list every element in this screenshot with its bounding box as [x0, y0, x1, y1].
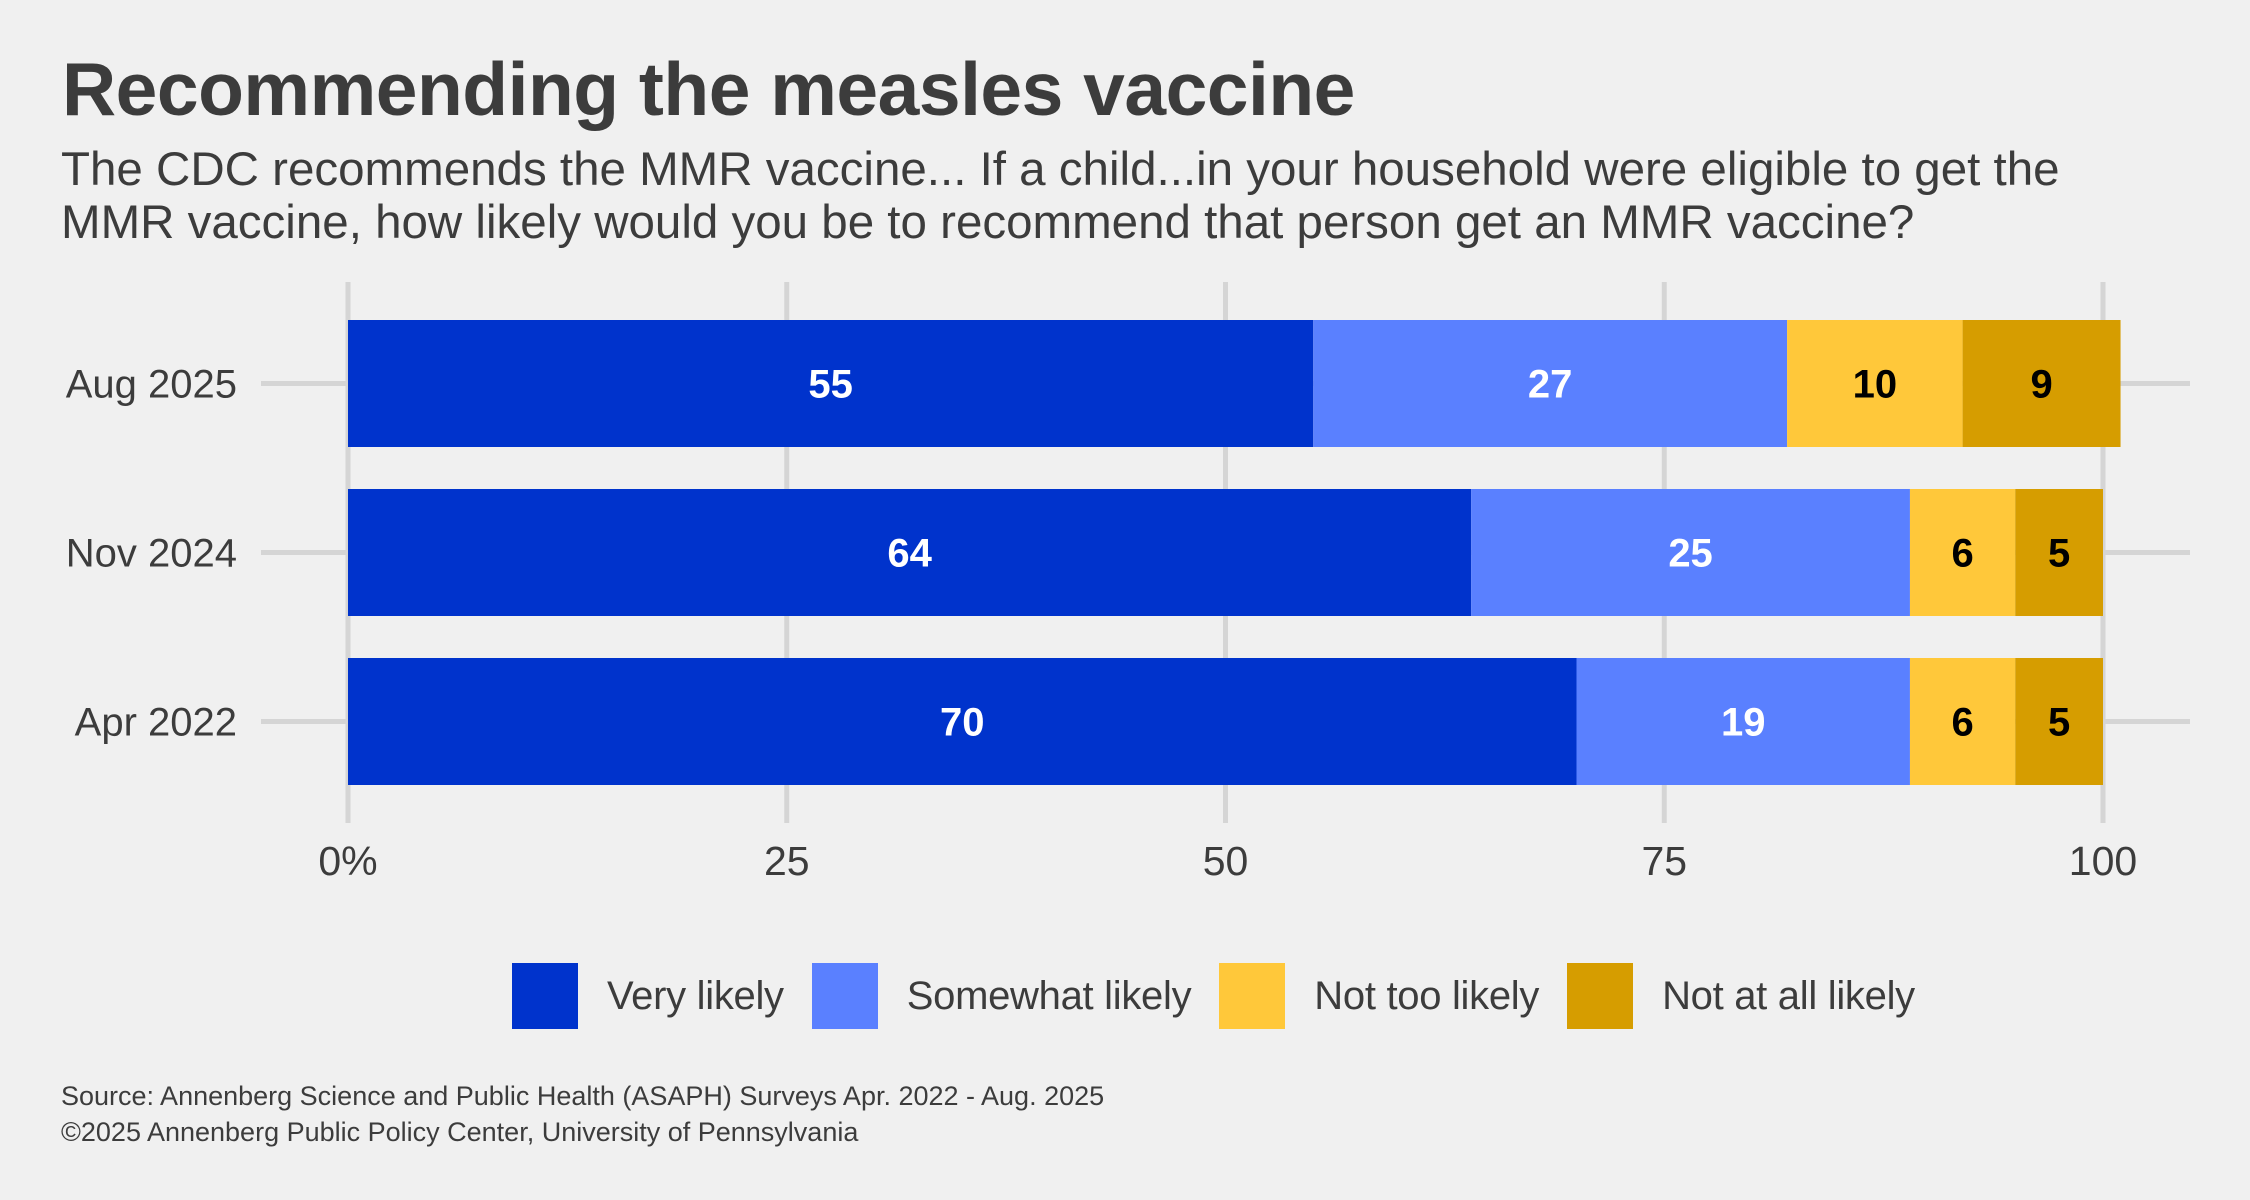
bar-nov-2024-somewhat-likely: [1471, 489, 1910, 616]
bar-apr-2022-not-too-likely: [1909, 658, 2016, 785]
legend-swatch-somewhat-likely: [811, 963, 878, 1029]
bar-label-apr-2022-not-at-all-likely: 5: [2048, 701, 2070, 745]
legend-swatch-not-at-all-likely: [1567, 963, 1634, 1029]
bar-aug-2025-not-at-all-likely: [1962, 320, 2121, 447]
legend-item-very-likely[interactable]: Very likely: [512, 963, 784, 1029]
bar-label-apr-2022-very-likely: 70: [940, 701, 985, 745]
bar-label-apr-2022-not-too-likely: 6: [1951, 701, 1973, 745]
bar-nov-2024-not-at-all-likely: [2015, 489, 2103, 616]
stacked-bar-chart: 55 27 10 9 64 25 6 5 70 19 6 5 Aug 2025 Nov 2024 Apr …: [66, 282, 2190, 884]
legend-label: Not too likely: [1314, 973, 1540, 1018]
bar-label-nov-2024-not-at-all-likely: 5: [2048, 532, 2070, 576]
legend-item-not-too-likely[interactable]: Not too likely: [1219, 963, 1539, 1029]
y-tick-label-aug-2025: Aug 2025: [66, 363, 237, 407]
bar-label-nov-2024-not-too-likely: 6: [1951, 532, 1973, 576]
bar-labels: 55 27 10 9 64 25 6 5 70 19 6 5: [808, 363, 2070, 745]
legend-label: Very likely: [607, 973, 784, 1018]
source-text: Source: Annenberg Science and Public Hea…: [61, 1081, 1105, 1111]
legend-label: Somewhat likely: [906, 973, 1192, 1018]
bar-nov-2024-not-too-likely: [1909, 489, 2016, 616]
y-axis: Aug 2025 Nov 2024 Apr 2022: [66, 363, 237, 745]
chart-subtitle: The CDC recommends the MMR vaccine... If…: [61, 143, 2201, 249]
subtitle-line-2: MMR vaccine, how likely would you be to …: [61, 196, 1915, 249]
x-tick-label-50: 50: [1203, 838, 1249, 884]
bar-label-nov-2024-somewhat-likely: 25: [1668, 532, 1713, 576]
x-tick-label-100: 100: [2069, 838, 2137, 884]
bar-label-aug-2025-not-at-all-likely: 9: [2030, 363, 2052, 407]
bar-apr-2022-not-at-all-likely: [2015, 658, 2103, 785]
legend-item-not-at-all-likely[interactable]: Not at all likely: [1567, 963, 1915, 1029]
bar-aug-2025-somewhat-likely: [1313, 320, 1788, 447]
y-tick-label-nov-2024: Nov 2024: [66, 532, 237, 576]
bar-label-aug-2025-somewhat-likely: 27: [1528, 363, 1573, 407]
x-tick-label-0: 0%: [318, 838, 377, 884]
bar-label-aug-2025-very-likely: 55: [808, 363, 853, 407]
bar-label-apr-2022-somewhat-likely: 19: [1721, 701, 1766, 745]
source-note: Source: Annenberg Science and Public Hea…: [61, 1078, 1104, 1150]
y-tick-label-apr-2022: Apr 2022: [75, 701, 237, 745]
bar-apr-2022-very-likely: [348, 658, 1577, 785]
copyright-text: ©2025 Annenberg Public Policy Center, Un…: [61, 1117, 859, 1147]
subtitle-line-1: The CDC recommends the MMR vaccine... If…: [61, 143, 2060, 196]
x-tick-label-25: 25: [764, 838, 810, 884]
bar-aug-2025-not-too-likely: [1787, 320, 1963, 447]
x-tick-label-75: 75: [1641, 838, 1687, 884]
legend: Very likely Somewhat likely Not too like…: [512, 963, 1943, 1029]
x-axis: 0% 25 50 75 100: [318, 838, 2137, 884]
chart-title: Recommending the measles vaccine: [62, 47, 1355, 131]
bar-aug-2025-very-likely: [348, 320, 1314, 447]
legend-label: Not at all likely: [1662, 973, 1915, 1018]
bar-label-nov-2024-very-likely: 64: [887, 532, 932, 576]
legend-item-somewhat-likely[interactable]: Somewhat likely: [811, 963, 1192, 1029]
legend-swatch-very-likely: [512, 963, 578, 1029]
bar-label-aug-2025-not-too-likely: 10: [1853, 363, 1898, 407]
bar-nov-2024-very-likely: [348, 489, 1472, 616]
bars: [348, 320, 2121, 785]
legend-swatch-not-too-likely: [1219, 963, 1286, 1029]
bar-apr-2022-somewhat-likely: [1576, 658, 1910, 785]
